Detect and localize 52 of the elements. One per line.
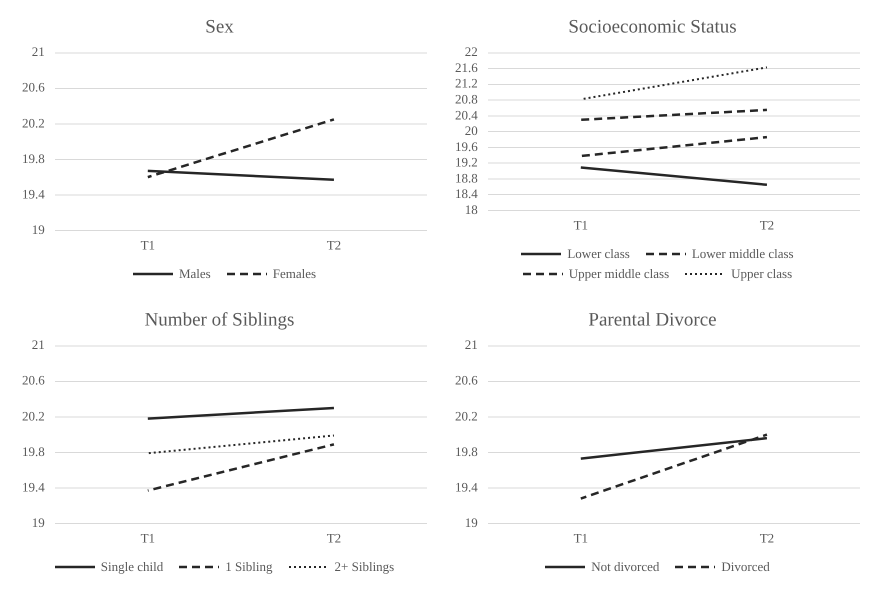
y-tick-label: 19 bbox=[464, 514, 478, 530]
y-tick-label: 22 bbox=[464, 44, 478, 60]
x-tick-label: T2 bbox=[760, 530, 774, 546]
x-tick-label: T2 bbox=[760, 218, 774, 233]
y-tick-label: 19.4 bbox=[455, 479, 478, 494]
legend-label: Males bbox=[178, 266, 211, 282]
y-tick-label: 20.4 bbox=[455, 107, 478, 122]
y-tick-label: 21 bbox=[32, 44, 45, 60]
y-tick-label: 18.8 bbox=[455, 170, 478, 186]
y-tick-label: 18.4 bbox=[455, 186, 478, 202]
y-tick-label: 19.8 bbox=[22, 444, 45, 459]
y-tick-label: 20.2 bbox=[22, 408, 45, 424]
y-tick-label: 19.8 bbox=[22, 150, 45, 166]
x-tick-label: T1 bbox=[140, 238, 156, 253]
y-tick-label: 19 bbox=[32, 514, 45, 530]
y-tick-label: 20.8 bbox=[455, 92, 478, 106]
y-tick-label: 19.2 bbox=[455, 154, 478, 170]
x-tick-label: T1 bbox=[574, 218, 588, 233]
y-tick-label: 20 bbox=[464, 123, 478, 138]
x-tick-label: T1 bbox=[140, 530, 156, 546]
y-tick-label: 19.8 bbox=[455, 444, 478, 459]
chart-title: Parental Divorce bbox=[588, 309, 717, 330]
legend-label: Upper class bbox=[731, 266, 792, 282]
legend-label: Divorced bbox=[721, 559, 770, 575]
chart-title: Sex bbox=[205, 16, 234, 38]
y-tick-label: 21.2 bbox=[455, 76, 478, 91]
y-tick-label: 19 bbox=[32, 222, 45, 237]
x-tick-label: T2 bbox=[326, 238, 342, 253]
y-tick-label: 19.6 bbox=[455, 138, 478, 154]
x-tick-label: T2 bbox=[326, 530, 342, 546]
y-tick-label: 18 bbox=[464, 202, 478, 217]
legend-label: Upper middle class bbox=[568, 266, 670, 282]
y-tick-label: 19.4 bbox=[22, 186, 46, 202]
y-tick-label: 19.4 bbox=[22, 479, 46, 494]
y-tick-label: 20.6 bbox=[22, 80, 46, 95]
legend-label: Females bbox=[272, 266, 316, 282]
legend-label: Not divorced bbox=[591, 559, 660, 575]
y-tick-label: 21.6 bbox=[455, 60, 478, 75]
y-tick-label: 20.2 bbox=[22, 115, 45, 130]
y-tick-label: 21 bbox=[32, 337, 45, 352]
chart-title: Socioeconomic Status bbox=[568, 16, 737, 38]
legend-label: 2+ Siblings bbox=[334, 559, 394, 575]
legend-label: Single child bbox=[100, 559, 164, 575]
y-tick-label: 20.6 bbox=[455, 372, 478, 388]
chart-title: Number of Siblings bbox=[144, 309, 294, 330]
y-tick-label: 20.2 bbox=[455, 408, 478, 424]
legend-label: Lower middle class bbox=[692, 246, 794, 262]
y-tick-label: 21 bbox=[464, 337, 478, 352]
legend-label: 1 Sibling bbox=[225, 559, 273, 575]
y-tick-label: 20.6 bbox=[22, 372, 46, 388]
x-tick-label: T1 bbox=[574, 530, 588, 546]
legend-label: Lower class bbox=[567, 246, 630, 262]
